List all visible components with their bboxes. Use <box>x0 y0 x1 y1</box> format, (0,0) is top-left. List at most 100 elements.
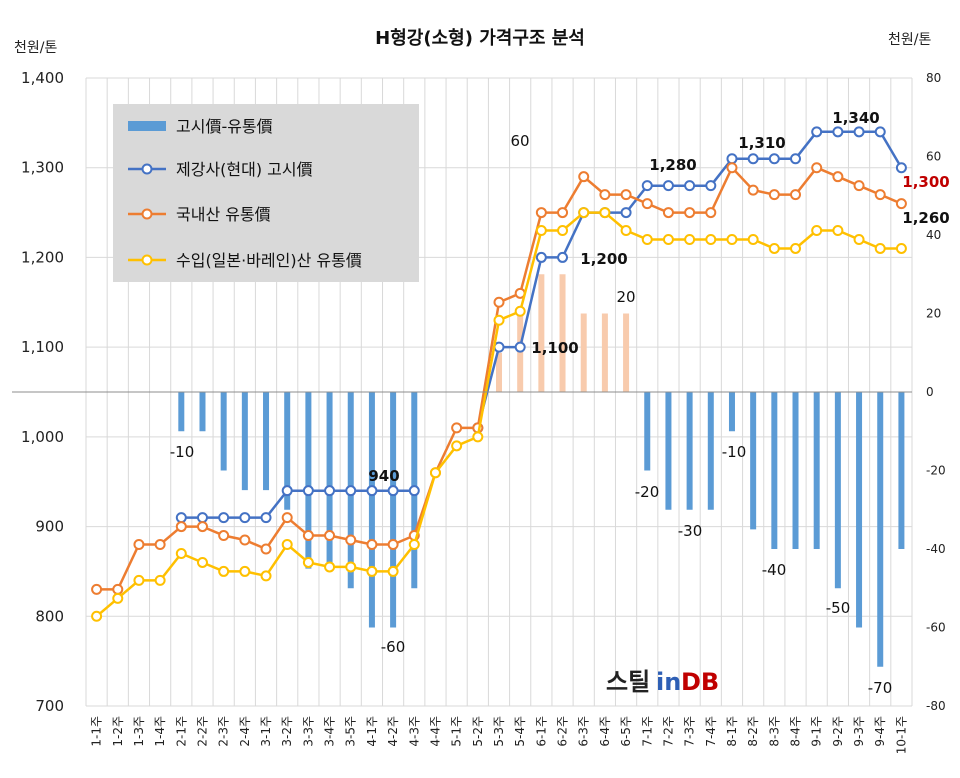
legend: 고시價-유통價 제강사(현대) 고시價 국내산 유통價 수입(일본·바레인)산 … <box>113 104 419 282</box>
x-tick-label: 9-1주 <box>810 716 824 747</box>
bar-diff <box>644 392 651 471</box>
x-tick-label: 7-3주 <box>683 716 697 747</box>
line-domestic-point <box>641 198 653 210</box>
bar-diff <box>326 392 333 569</box>
y-right-tick-label: 60 <box>926 150 941 164</box>
line-import-point <box>451 440 463 452</box>
x-tick-label: 8-3주 <box>767 716 781 747</box>
bar-data-label: -40 <box>762 561 787 579</box>
line-import-point <box>726 233 738 245</box>
bar-diff <box>707 392 714 510</box>
line-domestic-point <box>684 207 696 219</box>
x-tick-label: 2-2주 <box>195 716 209 747</box>
line-import-point <box>218 565 230 577</box>
line-hyundai-point <box>790 153 802 165</box>
bar-diff <box>856 392 863 628</box>
line-domestic-point <box>451 422 463 434</box>
x-tick-label: 1-1주 <box>90 716 104 747</box>
bar-diff <box>792 392 799 549</box>
y-left-tick-label: 1,400 <box>21 69 64 87</box>
line-hyundai-point <box>514 341 526 353</box>
line-import-point <box>535 225 547 237</box>
line-hyundai-point <box>557 251 569 263</box>
x-tick-label: 7-4주 <box>704 716 718 747</box>
line-hyundai-point <box>705 180 717 192</box>
line-domestic-point <box>726 162 738 174</box>
line-domestic-point <box>895 198 907 210</box>
line-hyundai-point <box>662 180 674 192</box>
line-hyundai-point <box>324 485 336 497</box>
bar-diff <box>178 392 185 432</box>
x-tick-label: 6-1주 <box>534 716 548 747</box>
line-import-point <box>175 547 187 559</box>
line-hyundai-point <box>366 485 378 497</box>
x-tick-label: 3-2주 <box>280 716 294 747</box>
line-hyundai-point <box>302 485 314 497</box>
line-domestic-point <box>811 162 823 174</box>
bar-diff <box>580 313 587 392</box>
line-import-point <box>832 225 844 237</box>
line-data-label-highlight: 1,300 <box>902 173 949 191</box>
line-data-label: 940 <box>368 467 399 485</box>
x-tick-label: 1-2주 <box>111 716 125 747</box>
line-import-point <box>599 207 611 219</box>
bar-diff <box>898 392 905 549</box>
line-data-label: 1,200 <box>580 250 627 268</box>
bar-diff <box>538 274 545 392</box>
line-import-point <box>493 314 505 326</box>
line-hyundai-point <box>218 512 230 524</box>
y-right-tick-label: -40 <box>926 542 946 556</box>
line-import-point <box>768 242 780 254</box>
line-domestic-point <box>705 207 717 219</box>
watermark-text-a: 스틸 <box>606 668 650 696</box>
watermark-logo: 스틸 in DB <box>606 668 719 696</box>
x-tick-label: 3-1주 <box>259 716 273 747</box>
y-left-tick-label: 800 <box>35 607 64 625</box>
line-hyundai-point <box>747 153 759 165</box>
line-domestic-point <box>260 543 272 555</box>
line-domestic-point <box>175 521 187 533</box>
bar-diff <box>390 392 397 628</box>
line-import-point <box>705 233 717 245</box>
x-tick-label: 9-3주 <box>852 716 866 747</box>
x-tick-label: 1-4주 <box>153 716 167 747</box>
line-domestic-point <box>91 583 103 595</box>
line-import-point <box>133 574 145 586</box>
line-domestic-point <box>662 207 674 219</box>
x-tick-label: 5-4주 <box>513 716 527 747</box>
line-hyundai-point <box>196 512 208 524</box>
line-import-point <box>747 233 759 245</box>
x-tick-label: 2-3주 <box>217 716 231 747</box>
line-import-point <box>514 305 526 317</box>
line-layer <box>91 126 907 622</box>
bar-diff <box>559 274 566 392</box>
watermark-text-c: DB <box>681 668 719 696</box>
bar-diff <box>241 392 248 491</box>
x-tick-label: 9-2주 <box>831 716 845 747</box>
x-tick-label: 3-3주 <box>301 716 315 747</box>
line-import-point <box>387 565 399 577</box>
legend-label-domestic: 국내산 유통價 <box>176 205 271 224</box>
y-right-tick-label: -80 <box>926 699 946 713</box>
line-import-point <box>874 242 886 254</box>
bar-data-label: -50 <box>826 599 851 617</box>
bar-data-label: -20 <box>635 483 660 501</box>
bar-diff <box>305 392 312 569</box>
bar-diff <box>771 392 778 549</box>
line-hyundai-point <box>260 512 272 524</box>
line-domestic-point <box>196 521 208 533</box>
line-import-point <box>196 556 208 568</box>
y-left-tick-label: 1,300 <box>21 159 64 177</box>
x-tick-label: 5-2주 <box>471 716 485 747</box>
y-left-tick-label: 1,100 <box>21 338 64 356</box>
x-tick-label: 1-3주 <box>132 716 146 747</box>
y-right-tick-label: 20 <box>926 307 941 321</box>
line-data-label: 1,100 <box>531 339 578 357</box>
bar-diff <box>813 392 820 549</box>
line-domestic-point <box>790 189 802 201</box>
line-domestic-point <box>387 539 399 551</box>
line-domestic-point <box>154 539 166 551</box>
x-tick-label: 5-1주 <box>450 716 464 747</box>
y-left-tick-label: 1,000 <box>21 428 64 446</box>
